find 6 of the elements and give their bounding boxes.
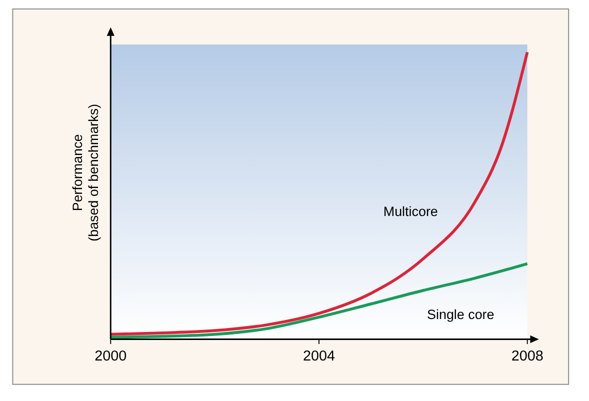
x-tick-label: 2000: [94, 348, 127, 364]
series-label: Single core: [427, 307, 494, 322]
y-axis-title: Performance (based of benchmarks): [70, 104, 102, 242]
x-tick-label: 2004: [302, 348, 335, 364]
x-tick-label: 2008: [511, 348, 544, 364]
series-label: Multicore: [383, 204, 438, 219]
